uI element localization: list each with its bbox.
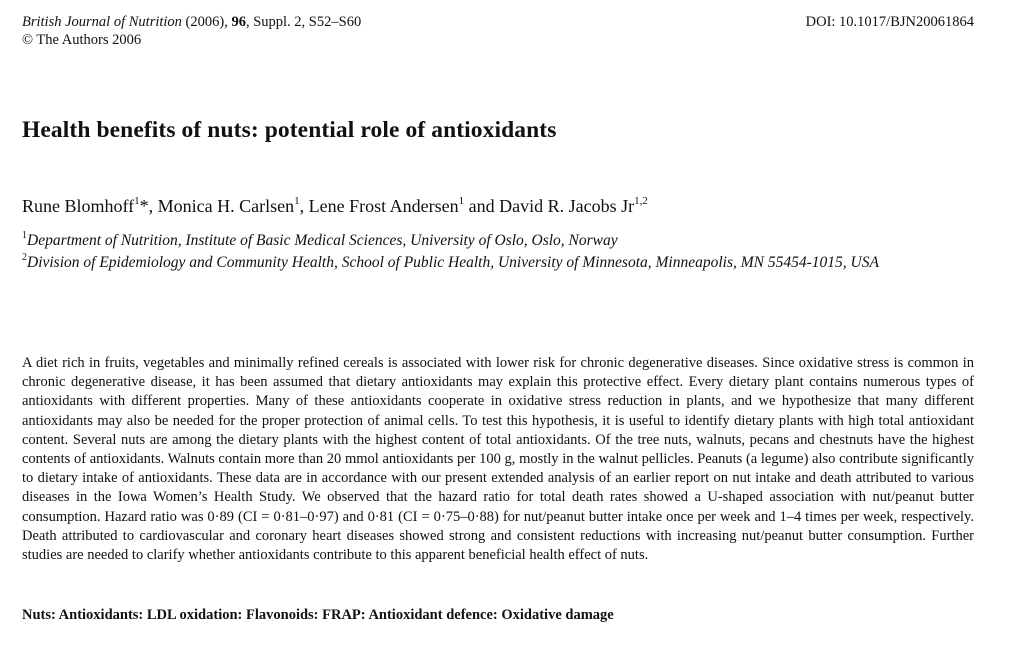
copyright-line: © The Authors 2006 xyxy=(22,32,142,48)
author-name: Lene Frost Andersen xyxy=(308,196,459,216)
article-title: Health benefits of nuts: potential role … xyxy=(22,117,557,143)
journal-name: British Journal of Nutrition xyxy=(22,14,182,30)
journal-volume: 96 xyxy=(231,14,246,30)
affiliation-number: 2 xyxy=(22,252,27,263)
affiliation-text: Department of Nutrition, Institute of Ba… xyxy=(27,232,618,249)
author-affiliation-marker: 1 xyxy=(458,195,465,207)
author-separator: *, xyxy=(139,196,158,216)
journal-citation: British Journal of Nutrition (2006), 96,… xyxy=(22,13,361,49)
affiliation-number: 1 xyxy=(22,230,27,241)
affiliation: 2Division of Epidemiology and Community … xyxy=(22,252,922,274)
author-name: Monica H. Carlsen xyxy=(157,196,295,216)
author-list: Rune Blomhoff1*, Monica H. Carlsen1, Len… xyxy=(22,196,648,217)
author-separator: , xyxy=(299,196,309,216)
journal-year: (2006), xyxy=(185,14,228,30)
author-name: Rune Blomhoff xyxy=(22,196,135,216)
affiliation: 1Department of Nutrition, Institute of B… xyxy=(22,230,922,252)
author-separator: and xyxy=(464,196,500,216)
journal-pages: , Suppl. 2, S52–S60 xyxy=(245,14,362,30)
affiliation-text: Division of Epidemiology and Community H… xyxy=(27,254,879,271)
author-affiliation-marker: 1,2 xyxy=(634,195,648,207)
author-affiliation-marker: 1 xyxy=(134,195,140,207)
citation-line: British Journal of Nutrition (2006), 96,… xyxy=(22,13,361,31)
doi[interactable]: DOI: 10.1017/BJN20061864 xyxy=(805,14,974,30)
author-affiliation-marker: 1 xyxy=(294,195,300,207)
affiliation-list: 1Department of Nutrition, Institute of B… xyxy=(22,230,922,274)
author-name: David R. Jacobs Jr xyxy=(499,196,635,216)
abstract: A diet rich in fruits, vegetables and mi… xyxy=(22,355,974,564)
keywords: Nuts: Antioxidants: LDL oxidation: Flavo… xyxy=(22,607,614,623)
